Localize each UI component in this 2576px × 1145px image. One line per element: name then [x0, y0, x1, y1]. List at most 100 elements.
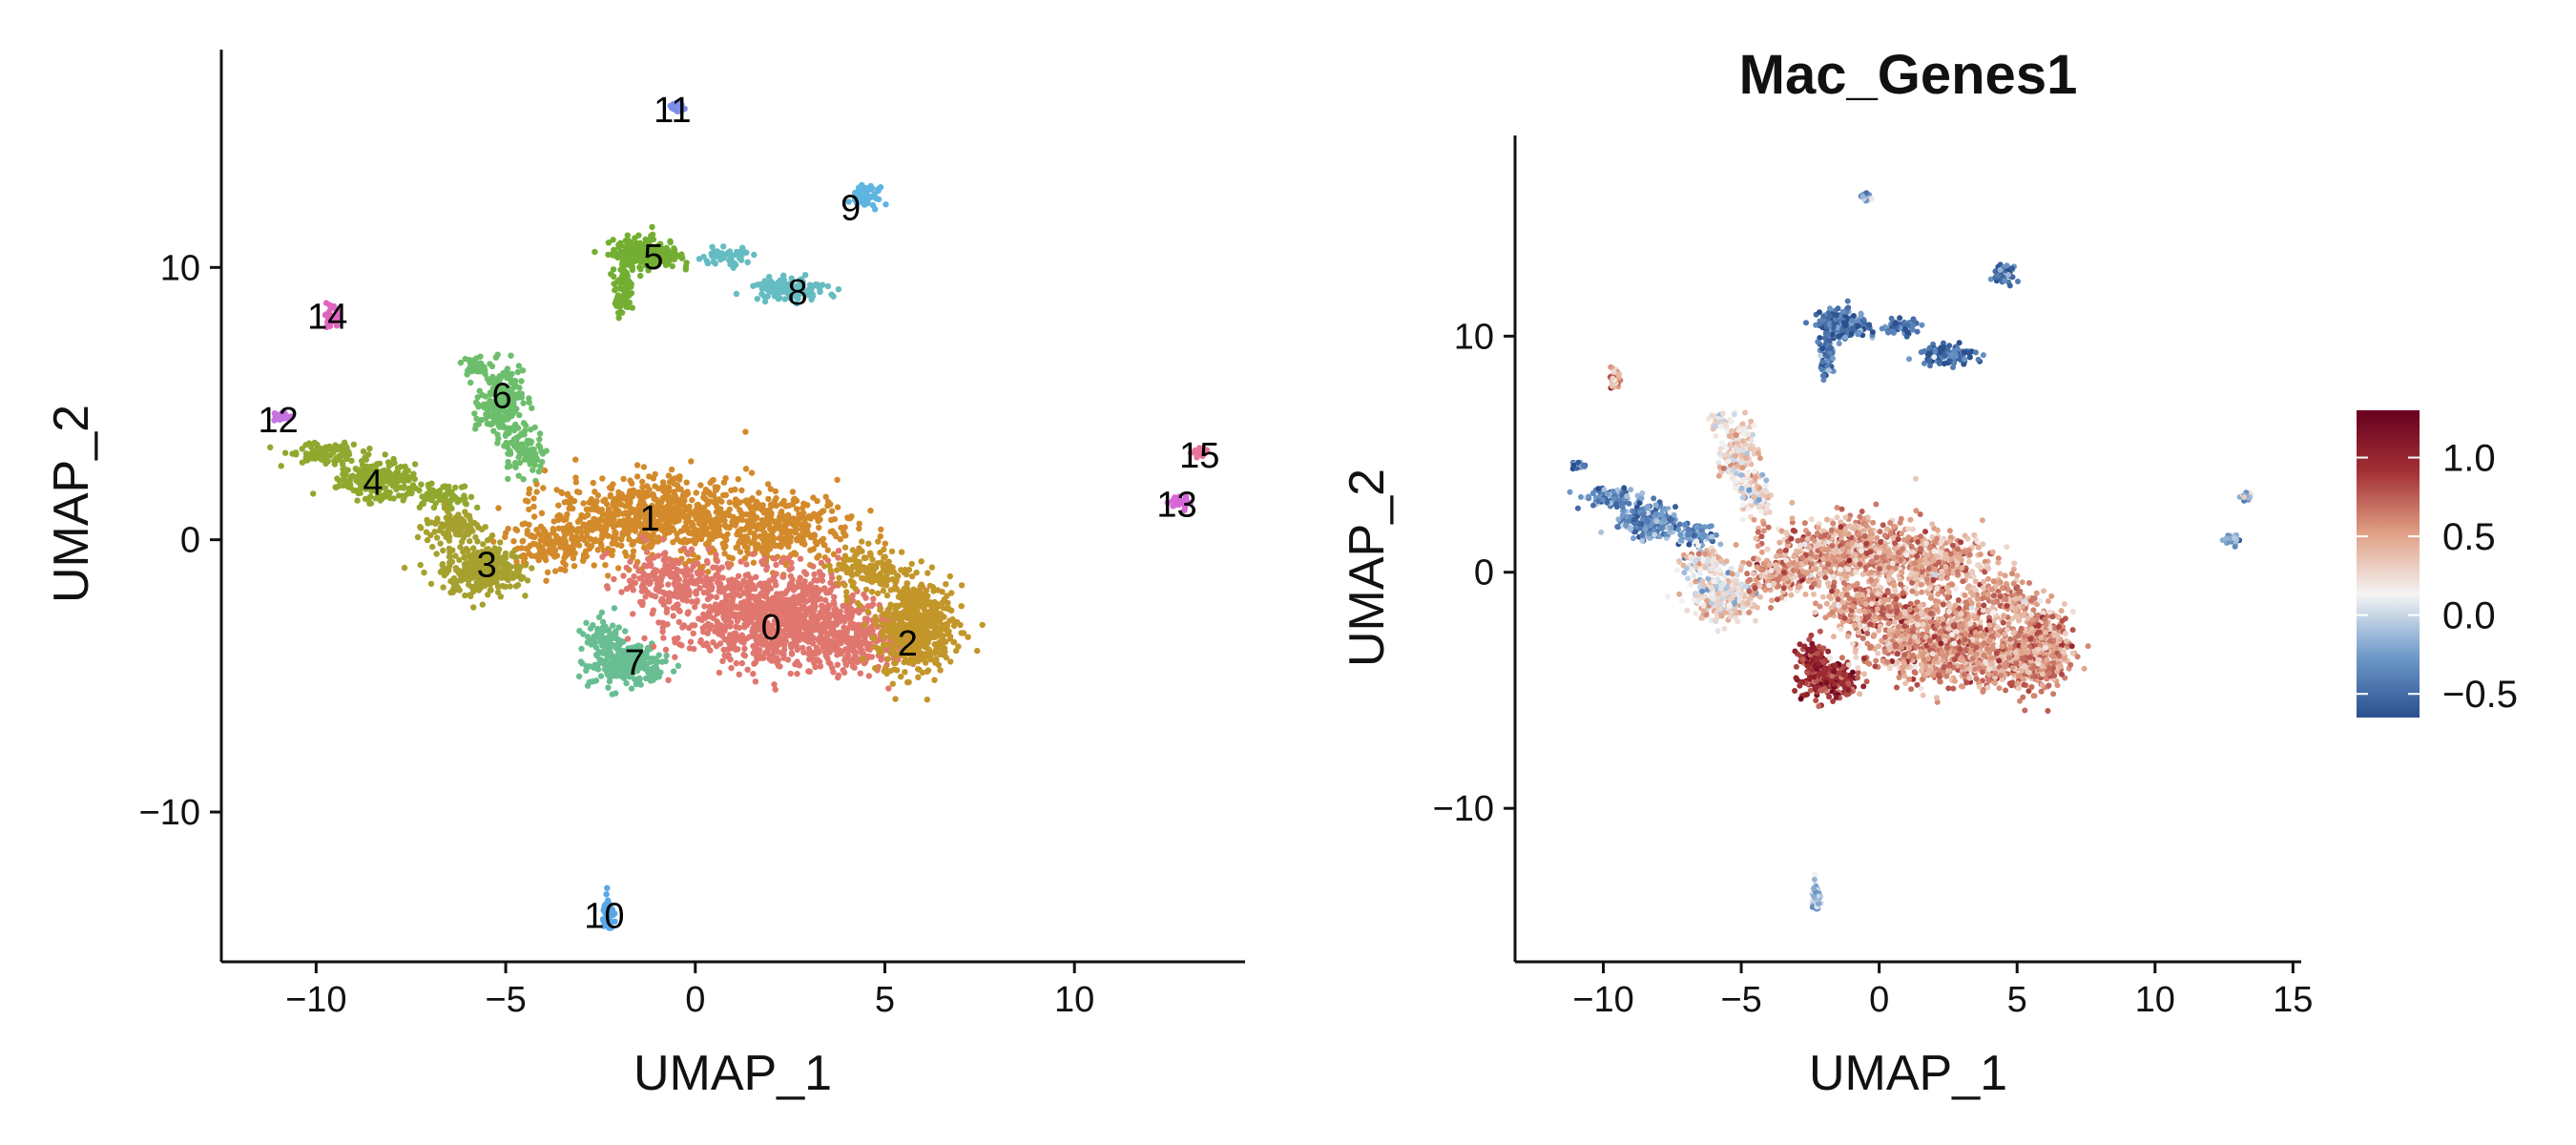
- umap-point: [828, 508, 836, 514]
- umap-point: [630, 611, 636, 617]
- umap-point: [293, 449, 300, 456]
- umap-point: [299, 446, 305, 452]
- umap-point: [305, 440, 313, 447]
- umap-point: [690, 578, 696, 586]
- umap-point: [626, 536, 633, 543]
- umap-point: [665, 677, 672, 683]
- umap-point: [649, 223, 655, 231]
- umap-point: [696, 585, 703, 592]
- umap-point: [737, 537, 743, 545]
- umap-point: [513, 558, 520, 565]
- umap-point: [623, 552, 630, 559]
- umap-point: [417, 561, 424, 569]
- umap-point: [314, 441, 321, 448]
- umap-point: [717, 640, 724, 647]
- umap-point: [281, 449, 289, 456]
- umap-point: [644, 549, 651, 555]
- umap-point: [783, 530, 790, 537]
- umap-point: [822, 493, 829, 500]
- umap-point: [530, 513, 538, 520]
- umap-point: [834, 661, 841, 668]
- umap-point: [628, 685, 635, 692]
- umap-point: [520, 400, 527, 406]
- umap-point: [794, 671, 800, 677]
- umap-point: [536, 444, 544, 450]
- umap-point: [453, 515, 460, 523]
- umap-point: [782, 615, 789, 622]
- umap-point: [779, 596, 787, 603]
- umap-point: [744, 518, 751, 525]
- umap-point: [727, 656, 734, 663]
- umap-point: [788, 650, 796, 656]
- umap-point: [676, 641, 683, 648]
- umap-point: [377, 497, 384, 504]
- umap-point: [467, 379, 474, 386]
- umap-point: [343, 482, 350, 489]
- umap-point: [834, 652, 841, 658]
- umap-point: [717, 589, 724, 595]
- umap-point: [811, 571, 818, 578]
- umap-point: [622, 527, 629, 534]
- umap-point: [390, 495, 397, 502]
- umap-point: [502, 425, 509, 431]
- umap-point: [733, 623, 739, 631]
- umap-point: [401, 485, 407, 491]
- umap-point: [366, 445, 373, 452]
- umap-point: [686, 645, 694, 652]
- umap-point: [864, 608, 871, 614]
- umap-point: [733, 660, 739, 667]
- umap-point: [943, 581, 949, 588]
- umap-point: [610, 641, 616, 649]
- umap-point: [800, 644, 806, 652]
- umap-point: [660, 556, 667, 563]
- umap-point: [618, 536, 625, 543]
- umap-point: [675, 503, 681, 510]
- umap-point: [652, 567, 658, 573]
- umap-point: [861, 622, 868, 629]
- umap-point: [502, 550, 509, 557]
- umap-point: [742, 466, 750, 472]
- umap-point: [634, 473, 641, 480]
- umap-point: [740, 611, 748, 617]
- umap-point: [748, 523, 755, 531]
- umap-point: [512, 583, 520, 590]
- umap-point: [851, 664, 858, 671]
- umap-point: [864, 643, 871, 650]
- umap-point: [404, 490, 411, 497]
- umap-point: [874, 186, 882, 193]
- umap-point: [729, 554, 736, 562]
- umap-point: [750, 551, 757, 557]
- umap-point: [598, 527, 606, 533]
- umap-point: [439, 561, 446, 568]
- umap-point: [646, 487, 653, 493]
- umap-point: [714, 249, 721, 256]
- umap-point: [684, 551, 692, 557]
- umap-point: [860, 656, 866, 662]
- umap-point: [605, 684, 612, 691]
- umap-point: [769, 533, 776, 540]
- umap-point: [758, 526, 765, 532]
- umap-point: [837, 536, 844, 543]
- umap-point: [644, 576, 652, 584]
- umap-point: [520, 476, 527, 483]
- umap-point: [717, 607, 724, 614]
- umap-point: [594, 547, 601, 553]
- umap-point: [731, 260, 737, 266]
- umap-point: [750, 642, 757, 650]
- umap-point: [824, 557, 832, 564]
- umap-point: [676, 473, 683, 480]
- umap-point: [674, 531, 680, 537]
- umap-point: [843, 614, 850, 622]
- umap-point: [665, 472, 673, 479]
- umap-point: [812, 663, 819, 671]
- umap-point: [624, 232, 631, 239]
- umap-point: [467, 537, 473, 545]
- umap-point: [705, 517, 712, 524]
- umap-point: [847, 635, 854, 642]
- umap-point: [758, 284, 766, 291]
- umap-point: [512, 464, 519, 470]
- umap-point: [774, 655, 780, 661]
- umap-point: [645, 555, 652, 563]
- umap-point: [772, 597, 779, 604]
- umap-point: [694, 502, 700, 509]
